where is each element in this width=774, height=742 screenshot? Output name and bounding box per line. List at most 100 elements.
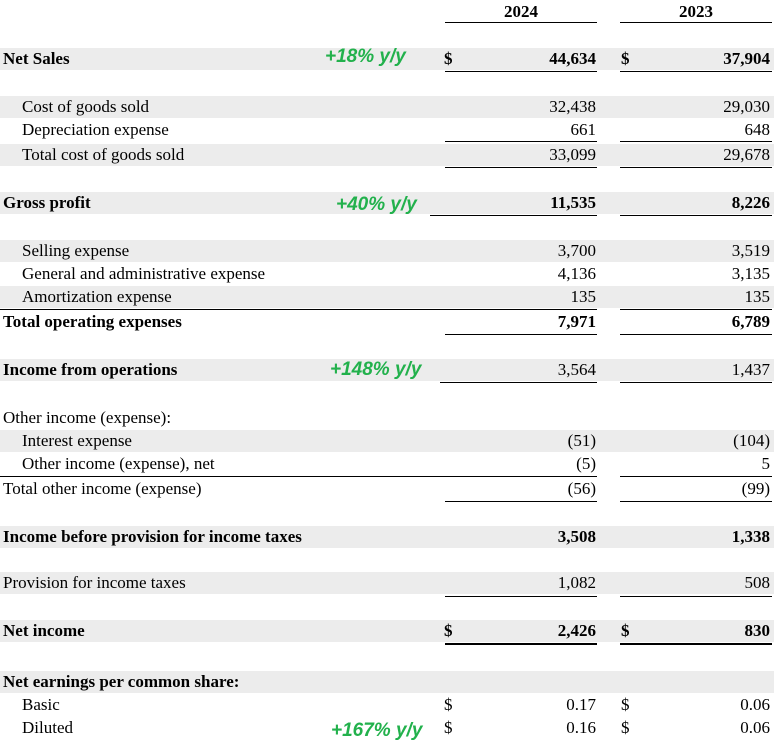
selling-expense-2024: 3,700 [557,241,596,260]
total-opex-label: Total operating expenses [3,312,182,331]
total-cogs-2023: 29,678 [723,145,770,164]
net-sales-yoy: +18% y/y [325,46,406,67]
other-income-heading-row: Other income (expense): [0,407,774,429]
opex-subtotal-line-2024 [0,309,597,310]
amortization-label: Amortization expense [22,287,172,306]
total-cogs-underline-2023 [620,167,772,168]
selling-expense-row: Selling expense 3,700 3,519 [0,240,774,262]
eps-heading-row: Net earnings per common share: [0,671,774,693]
eps-basic-dollar-2023: $ [621,695,630,714]
gross-profit-label: Gross profit [3,193,91,212]
net-sales-label: Net Sales [3,49,70,68]
income-before-tax-row: Income before provision for income taxes… [0,526,774,548]
income-ops-row: Income from operations +148% y/y 3,564 1… [0,359,774,381]
total-opex-underline-2024 [445,334,597,335]
net-income-dollar-2024: $ [444,621,453,640]
column-header-2024: 2024 [504,2,538,21]
total-cogs-row: Total cost of goods sold 33,099 29,678 [0,144,774,166]
total-other-2024: (56) [567,479,596,498]
total-cogs-2024: 33,099 [549,145,596,164]
net-income-underline-2023 [620,643,772,645]
depreciation-row: Depreciation expense 661 648 [0,119,774,141]
eps-heading: Net earnings per common share: [3,672,240,691]
net-income-2023: 830 [744,621,771,640]
eps-diluted-2023: 0.06 [740,718,770,737]
depreciation-2024: 661 [570,120,597,139]
eps-basic-2023: 0.06 [740,695,770,714]
total-opex-2023: 6,789 [731,312,770,331]
net-income-2024: 2,426 [557,621,596,640]
selling-expense-2023: 3,519 [731,241,770,260]
other-income-net-label: Other income (expense), net [22,454,215,473]
other-subtotal-line-2024 [0,476,597,477]
cogs-subtotal-line-2024 [445,141,597,142]
provision-underline-2023 [620,596,772,597]
net-sales-2024: 44,634 [549,49,596,68]
gross-profit-underline-2023 [620,215,772,216]
income-ops-2024: 3,564 [557,360,596,379]
net-sales-dollar-2023: $ [621,49,630,68]
total-other-underline-2023 [620,501,772,502]
total-other-underline-2024 [445,501,597,502]
other-income-heading: Other income (expense): [3,408,172,427]
income-ops-underline-2023 [620,382,772,383]
total-other-2023: (99) [741,479,770,498]
cogs-label: Cost of goods sold [22,97,150,116]
eps-diluted-2024: 0.16 [566,718,596,737]
provision-row: Provision for income taxes 1,082 508 [0,572,774,594]
net-sales-row: Net Sales +18% y/y $ 44,634 $ 37,904 [0,46,774,70]
net-income-dollar-2023: $ [621,621,630,640]
other-income-net-row: Other income (expense), net (5) 5 [0,453,774,475]
total-other-label: Total other income (expense) [3,479,202,498]
eps-diluted-label: Diluted [22,718,73,737]
net-income-row: Net income $ 2,426 $ 830 [0,620,774,642]
header-underline-2023 [620,22,772,23]
total-cogs-label: Total cost of goods sold [22,145,185,164]
gross-profit-row: Gross profit +40% y/y 11,535 8,226 [0,192,774,215]
cogs-row: Cost of goods sold 32,438 29,030 [0,96,774,118]
amortization-row: Amortization expense 135 135 [0,286,774,308]
eps-diluted-dollar-2024: $ [444,718,453,737]
provision-2023: 508 [744,573,771,592]
provision-2024: 1,082 [557,573,596,592]
net-sales-underline-2023 [620,71,772,72]
gross-profit-underline-2024 [430,215,597,216]
column-header-2023: 2023 [679,2,713,21]
income-ops-2023: 1,437 [731,360,770,379]
amortization-2023: 135 [744,287,771,306]
interest-expense-2023: (104) [733,431,770,450]
ga-expense-2024: 4,136 [557,264,596,283]
eps-diluted-yoy: +167% y/y [331,720,423,741]
gross-profit-yoy: +40% y/y [336,194,417,215]
opex-subtotal-line-2023 [620,309,772,310]
total-opex-2024: 7,971 [557,312,596,331]
ga-expense-2023: 3,135 [731,264,770,283]
eps-diluted-row: Diluted +167% y/y $ 0.16 $ 0.06 [0,717,774,741]
other-subtotal-line-2023 [620,476,772,477]
amortization-2024: 135 [570,287,597,306]
total-opex-underline-2023 [620,334,772,335]
income-before-tax-2023: 1,338 [731,527,770,546]
total-cogs-underline-2024 [445,167,597,168]
gross-profit-2024: 11,535 [550,193,596,212]
net-sales-underline-2024 [445,71,597,72]
provision-label: Provision for income taxes [3,573,186,592]
income-ops-yoy: +148% y/y [330,359,422,380]
net-sales-dollar-2024: $ [444,49,453,68]
eps-basic-2024: 0.17 [566,695,596,714]
depreciation-label: Depreciation expense [22,120,169,139]
eps-basic-dollar-2024: $ [444,695,453,714]
eps-basic-label: Basic [22,695,60,714]
other-income-net-2023: 5 [761,454,771,473]
cogs-2023: 29,030 [723,97,770,116]
depreciation-2023: 648 [744,120,771,139]
income-ops-underline-2024 [440,382,597,383]
selling-expense-label: Selling expense [22,241,130,260]
ga-expense-row: General and administrative expense 4,136… [0,263,774,285]
net-income-underline-2024 [445,643,597,645]
eps-diluted-dollar-2023: $ [621,718,630,737]
income-before-tax-label: Income before provision for income taxes [3,527,302,546]
total-opex-row: Total operating expenses 7,971 6,789 [0,311,774,333]
income-ops-label: Income from operations [3,360,178,379]
header-underline-2024 [445,22,597,23]
